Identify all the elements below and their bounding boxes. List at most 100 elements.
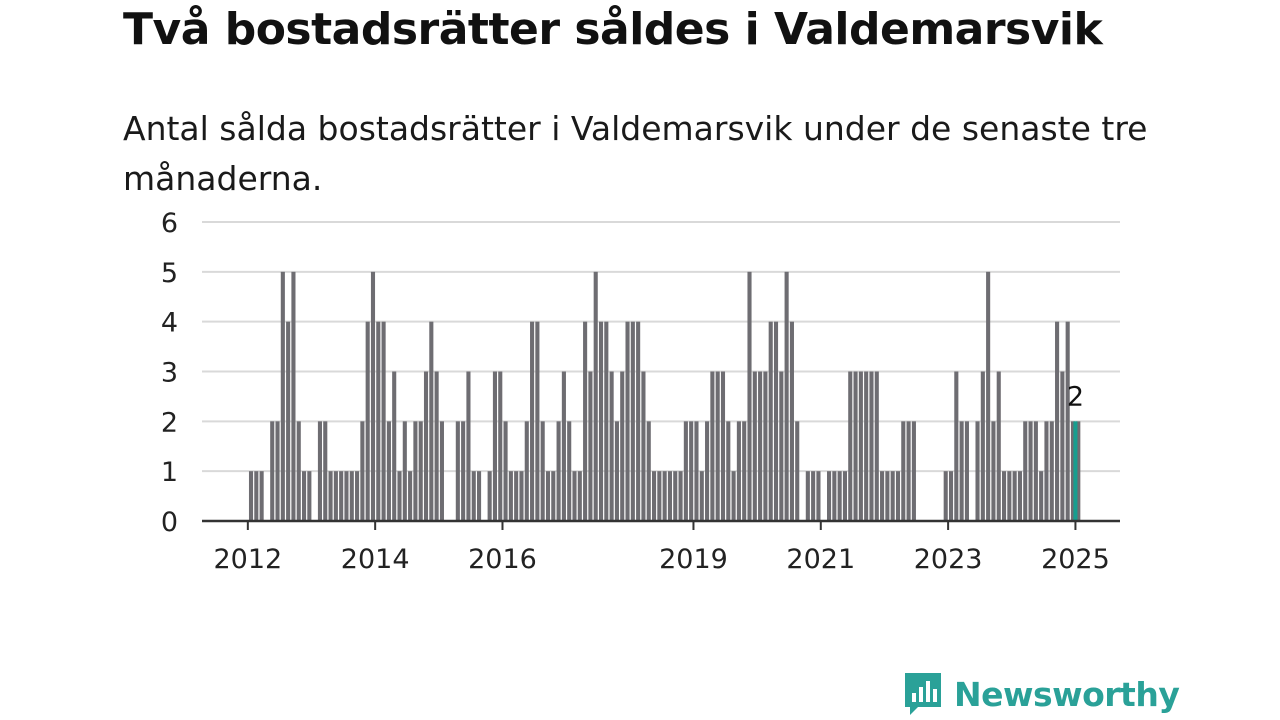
bar	[561, 371, 566, 521]
bar	[301, 471, 307, 521]
bar	[1065, 321, 1070, 521]
bar	[954, 371, 959, 521]
bar	[710, 371, 715, 521]
x-tick-label: 2016	[468, 544, 537, 575]
bar	[1049, 421, 1054, 521]
bar	[370, 271, 376, 521]
bar	[651, 471, 657, 521]
bar	[959, 421, 964, 521]
bar	[254, 471, 259, 521]
bar	[752, 371, 757, 521]
bar	[784, 271, 789, 521]
bar	[1070, 421, 1076, 521]
y-tick-label: 1	[161, 457, 178, 488]
bar	[392, 371, 397, 521]
bar	[461, 421, 466, 521]
bar	[1033, 421, 1038, 521]
bar	[683, 421, 688, 521]
bar	[789, 321, 794, 521]
bar	[503, 421, 508, 521]
bar	[328, 471, 333, 521]
bar	[1001, 471, 1007, 521]
bar	[466, 371, 471, 521]
chart-title: Två bostadsrätter såldes i Valdemarsvik	[123, 4, 1103, 55]
bar	[1012, 471, 1017, 521]
bar	[598, 321, 604, 521]
bar	[694, 421, 699, 521]
bar	[614, 421, 619, 521]
bar	[551, 471, 556, 521]
bar	[349, 471, 354, 521]
bar	[439, 421, 444, 521]
bar	[270, 421, 275, 521]
bar	[1007, 471, 1012, 521]
bar	[736, 421, 741, 521]
bar	[476, 471, 482, 521]
bar	[296, 421, 301, 521]
x-tick-label: 2025	[1041, 544, 1110, 575]
bar	[715, 371, 720, 521]
bar	[890, 471, 895, 521]
bar	[641, 371, 646, 521]
bar	[667, 471, 673, 521]
bar	[248, 471, 254, 521]
bar	[699, 471, 704, 521]
y-tick-label: 0	[161, 507, 178, 538]
bar	[381, 321, 386, 521]
bar	[763, 371, 768, 521]
bar	[386, 421, 391, 521]
bar	[434, 371, 439, 521]
x-tick-label: 2021	[786, 544, 855, 575]
bar	[773, 321, 779, 521]
bar	[874, 371, 879, 521]
bar	[365, 321, 370, 521]
bar	[1023, 421, 1028, 521]
bar	[259, 471, 264, 521]
bar	[673, 471, 678, 521]
bar	[333, 471, 338, 521]
bar	[731, 471, 736, 521]
bar	[991, 421, 996, 521]
x-tick-label: 2019	[659, 544, 728, 575]
bar	[906, 421, 911, 521]
bar	[620, 371, 625, 521]
y-tick-label: 4	[161, 308, 178, 339]
bar	[524, 421, 529, 521]
bar	[344, 471, 349, 521]
bar	[471, 471, 476, 521]
bar	[726, 421, 731, 521]
bar	[583, 321, 588, 521]
bar	[275, 421, 280, 521]
bar	[588, 371, 593, 521]
bar	[355, 471, 360, 521]
bar	[397, 471, 402, 521]
bar	[376, 321, 381, 521]
bar	[609, 371, 614, 521]
bar	[360, 421, 365, 521]
bar	[280, 271, 285, 521]
bar	[811, 471, 816, 521]
bar	[593, 271, 598, 521]
bar	[858, 371, 863, 521]
bar	[996, 371, 1001, 521]
bar	[986, 271, 991, 521]
bar	[429, 321, 434, 521]
bar	[1039, 471, 1044, 521]
bar	[402, 421, 407, 521]
bar	[535, 321, 540, 521]
bar	[1076, 421, 1081, 521]
x-tick-label: 2012	[213, 544, 282, 575]
bar	[837, 471, 842, 521]
bar	[545, 471, 551, 521]
bar	[455, 421, 460, 521]
newsworthy-chart-bubble-icon	[905, 673, 941, 715]
bar	[869, 371, 874, 521]
newsworthy-logo: Newsworthy	[902, 669, 1180, 719]
y-tick-label: 6	[161, 208, 178, 239]
bar	[514, 471, 519, 521]
bar	[689, 421, 694, 521]
bar	[795, 421, 800, 521]
bar	[625, 321, 630, 521]
bar	[747, 271, 752, 521]
